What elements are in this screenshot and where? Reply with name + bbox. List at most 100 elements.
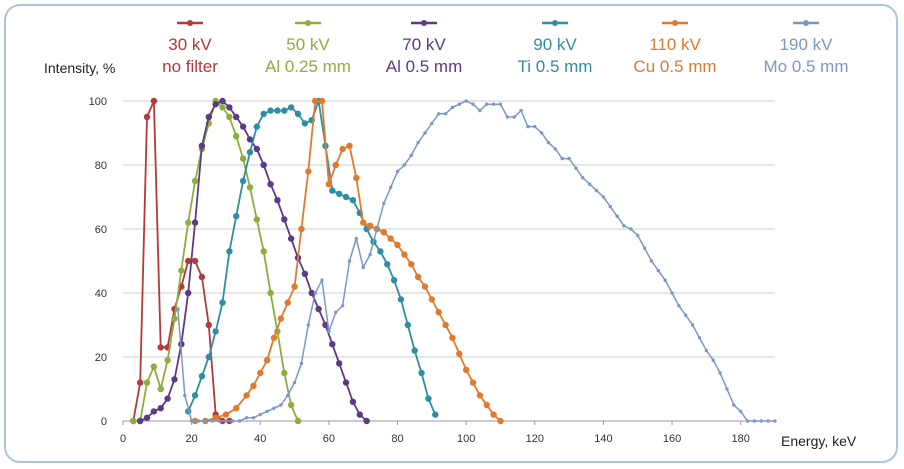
data-point bbox=[327, 329, 331, 334]
data-point bbox=[281, 369, 288, 377]
data-point bbox=[246, 184, 254, 191]
series-4 bbox=[191, 97, 504, 425]
series-5 bbox=[176, 99, 777, 423]
data-point bbox=[267, 181, 274, 188]
data-point bbox=[375, 227, 379, 231]
data-point bbox=[732, 403, 736, 407]
legend-sublabel: Cu 0.5 mm bbox=[633, 57, 716, 76]
x-tick-label: 60 bbox=[323, 433, 335, 445]
x-tick-label: 180 bbox=[732, 433, 750, 445]
data-point bbox=[497, 417, 504, 425]
legend-item-2: 70 kV Al 0.5 mm bbox=[386, 20, 462, 76]
series-line bbox=[139, 99, 368, 422]
data-point bbox=[656, 268, 661, 273]
data-point bbox=[342, 193, 350, 201]
data-point bbox=[287, 401, 295, 409]
data-point bbox=[416, 140, 420, 145]
x-tick-label: 160 bbox=[663, 433, 681, 445]
data-point bbox=[361, 265, 365, 270]
data-point bbox=[498, 102, 503, 106]
y-tick-label: 0 bbox=[101, 416, 107, 428]
data-point bbox=[274, 107, 281, 114]
data-point bbox=[143, 414, 151, 421]
data-point bbox=[219, 104, 226, 111]
series-3 bbox=[185, 97, 439, 418]
data-point bbox=[380, 229, 387, 236]
data-point bbox=[697, 336, 702, 340]
data-point bbox=[349, 197, 357, 204]
data-point bbox=[766, 419, 770, 423]
legend-item-4: 110 kV Cu 0.5 mm bbox=[633, 20, 717, 76]
data-point bbox=[191, 219, 199, 226]
data-point bbox=[210, 419, 214, 423]
data-point bbox=[476, 392, 484, 399]
data-point bbox=[642, 246, 647, 250]
data-point bbox=[339, 145, 346, 153]
data-point bbox=[425, 395, 432, 402]
legend-item-3: 90 kV Ti 0.5 mm bbox=[518, 20, 592, 76]
data-point bbox=[581, 176, 585, 180]
data-point bbox=[292, 380, 297, 385]
data-point bbox=[191, 257, 199, 265]
data-point bbox=[143, 113, 151, 121]
data-point bbox=[382, 201, 386, 206]
data-point bbox=[253, 123, 261, 130]
data-point bbox=[189, 419, 194, 423]
data-point bbox=[299, 361, 304, 366]
data-point bbox=[272, 406, 276, 410]
data-point bbox=[332, 161, 339, 169]
data-point bbox=[219, 97, 226, 105]
data-point bbox=[258, 412, 262, 417]
legend-item-5: 190 kV Mo 0.5 mm bbox=[763, 20, 849, 76]
data-point bbox=[224, 419, 228, 423]
data-point bbox=[366, 222, 374, 229]
data-point bbox=[306, 323, 311, 327]
data-point bbox=[435, 309, 442, 316]
data-point bbox=[384, 261, 391, 268]
data-point bbox=[574, 166, 578, 170]
series-line bbox=[177, 100, 775, 422]
data-point bbox=[738, 409, 743, 414]
data-point bbox=[164, 395, 171, 402]
data-point bbox=[212, 414, 219, 421]
data-point bbox=[226, 248, 233, 255]
series-line bbox=[187, 100, 437, 415]
x-tick-label: 80 bbox=[391, 433, 403, 445]
data-point bbox=[423, 131, 427, 135]
data-point bbox=[773, 419, 777, 423]
data-point bbox=[442, 321, 449, 329]
data-point bbox=[191, 177, 199, 185]
data-point bbox=[291, 283, 298, 290]
data-point bbox=[294, 417, 302, 425]
data-point bbox=[157, 344, 164, 351]
data-point bbox=[150, 363, 158, 370]
legend-label: 70 kV bbox=[402, 35, 446, 54]
data-point bbox=[519, 108, 523, 113]
data-point bbox=[450, 105, 455, 110]
data-point bbox=[649, 259, 654, 263]
y-tick-label: 20 bbox=[95, 352, 107, 364]
data-point bbox=[690, 323, 695, 327]
data-point bbox=[395, 169, 400, 174]
data-point bbox=[457, 102, 461, 106]
y-tick-label: 100 bbox=[89, 96, 107, 108]
data-point bbox=[490, 411, 497, 418]
legend-label: 30 kV bbox=[168, 35, 212, 54]
data-point bbox=[301, 120, 309, 127]
data-point bbox=[260, 110, 267, 118]
data-point bbox=[150, 97, 158, 105]
data-point bbox=[157, 405, 164, 412]
data-point bbox=[318, 97, 326, 105]
data-point bbox=[401, 251, 408, 258]
data-point bbox=[239, 177, 247, 185]
data-point bbox=[274, 197, 281, 204]
x-tick-label: 40 bbox=[254, 433, 266, 445]
data-point bbox=[279, 403, 283, 407]
data-point bbox=[354, 236, 359, 241]
data-point bbox=[449, 334, 456, 341]
y-axis-label: Intensity, % bbox=[44, 60, 115, 76]
data-point bbox=[320, 278, 324, 282]
data-point bbox=[246, 149, 254, 156]
data-point bbox=[505, 115, 510, 119]
legend-sublabel: Al 0.25 mm bbox=[265, 57, 351, 76]
